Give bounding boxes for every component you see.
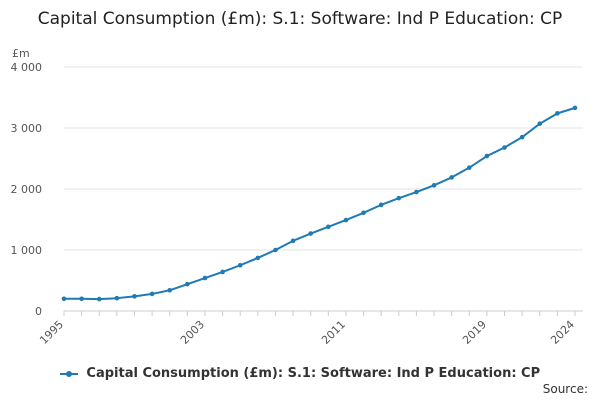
data-point[interactable]	[431, 183, 437, 188]
data-point[interactable]	[537, 121, 543, 127]
data-point[interactable]	[502, 145, 507, 150]
legend-line-marker-icon	[59, 369, 78, 379]
data-point[interactable]	[484, 153, 490, 159]
data-point[interactable]	[449, 175, 454, 180]
data-point[interactable]	[185, 281, 190, 287]
y-tick-label: 1 000	[11, 244, 43, 257]
y-tick-label: 2 000	[11, 183, 43, 196]
data-point[interactable]	[149, 291, 155, 297]
x-tick-label: 1995	[37, 318, 66, 347]
data-point[interactable]	[79, 296, 84, 302]
data-point[interactable]	[572, 105, 578, 111]
legend[interactable]: Capital Consumption (£m): S.1: Software:…	[0, 366, 600, 381]
data-point[interactable]	[132, 294, 137, 299]
series-line	[64, 106, 576, 301]
legend-label: Capital Consumption (£m): S.1: Software:…	[86, 366, 541, 381]
gridlines	[64, 66, 583, 312]
data-point[interactable]	[343, 217, 349, 223]
data-point[interactable]	[273, 247, 278, 253]
y-tick-label: 3 000	[11, 122, 43, 135]
x-tick-label: 2003	[178, 318, 207, 347]
data-point[interactable]	[308, 231, 313, 236]
y-tick-label: 4 000	[11, 61, 43, 74]
series-layer	[61, 105, 578, 302]
data-point[interactable]	[361, 210, 366, 216]
x-tick-label: 2019	[460, 318, 489, 347]
data-point[interactable]	[466, 165, 472, 170]
y-axis-label: £m	[12, 47, 30, 60]
data-point[interactable]	[326, 224, 331, 230]
data-point[interactable]	[61, 296, 67, 302]
data-point[interactable]	[519, 134, 525, 140]
data-point[interactable]	[167, 287, 173, 293]
x-tick-label: 2024	[548, 318, 577, 347]
data-point[interactable]	[202, 275, 208, 281]
x-tick-label: 2011	[319, 318, 348, 347]
chart-title: Capital Consumption (£m): S.1: Software:…	[37, 9, 563, 29]
data-point[interactable]	[396, 195, 402, 201]
data-point[interactable]	[414, 189, 419, 195]
data-point[interactable]	[96, 296, 102, 302]
data-point[interactable]	[255, 255, 261, 261]
data-point[interactable]	[114, 295, 120, 301]
source-label: Source:	[542, 382, 588, 396]
data-point[interactable]	[555, 111, 560, 116]
axes: 0 1 000 2 000 3 000 4 000£m 1995 2003 2011 2019 2…	[11, 47, 583, 347]
data-point[interactable]	[378, 202, 384, 208]
y-tick-label: 0	[35, 305, 42, 318]
data-point[interactable]	[237, 262, 243, 268]
data-point[interactable]	[290, 238, 296, 244]
data-point[interactable]	[220, 269, 225, 275]
